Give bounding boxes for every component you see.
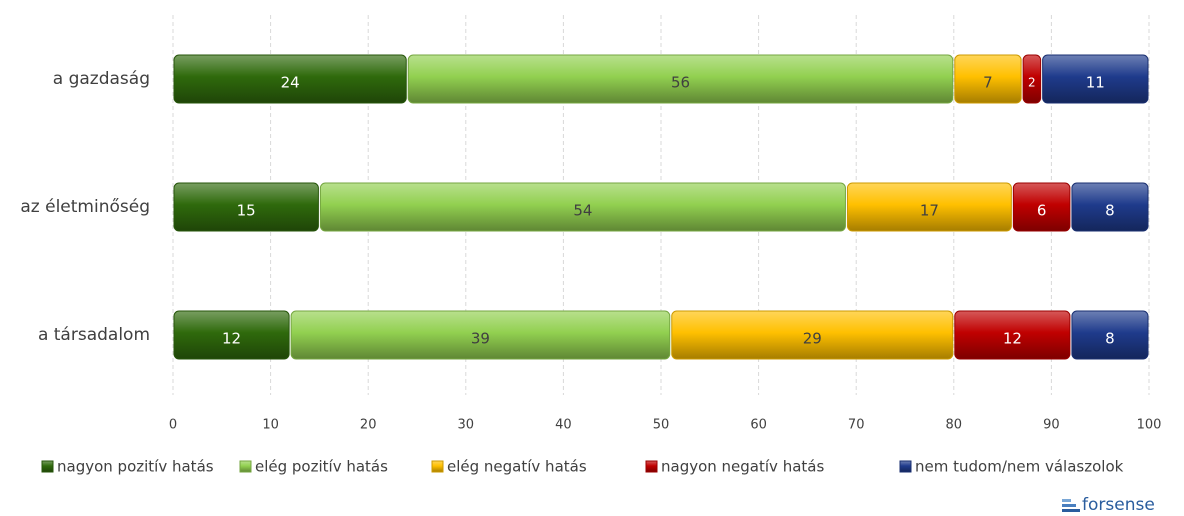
bar-segment xyxy=(1071,182,1149,232)
legend-marker xyxy=(645,460,658,473)
bar-segment xyxy=(954,310,1071,360)
legend-marker xyxy=(41,460,54,473)
data-label: 29 xyxy=(803,330,822,348)
data-label: 56 xyxy=(671,74,690,92)
bar-segment xyxy=(407,54,954,104)
legend-label: nagyon negatív hatás xyxy=(661,458,824,476)
data-label: 12 xyxy=(1003,330,1022,348)
y-tick-label: a társadalom xyxy=(38,325,150,345)
logo-text: forsense xyxy=(1082,495,1155,515)
x-tick-label: 100 xyxy=(1137,418,1162,433)
bar-segment xyxy=(1071,310,1149,360)
bar-segment xyxy=(1012,182,1071,232)
y-tick-label: az életminőség xyxy=(20,197,150,217)
logo: forsense xyxy=(1062,495,1155,515)
legend-label: nem tudom/nem válaszolok xyxy=(915,458,1124,476)
x-tick-label: 20 xyxy=(360,418,377,433)
data-label: 39 xyxy=(471,330,490,348)
logo-icon xyxy=(1062,504,1076,507)
x-tick-label: 60 xyxy=(750,418,767,433)
logo-icon xyxy=(1062,499,1071,502)
bar-segment xyxy=(290,310,671,360)
legend-marker xyxy=(899,460,912,473)
bar-segment xyxy=(1042,54,1149,104)
legend-marker xyxy=(239,460,252,473)
x-tick-label: 70 xyxy=(848,418,865,433)
data-label: 7 xyxy=(983,74,993,92)
legend-label: nagyon pozitív hatás xyxy=(57,458,214,476)
data-label: 11 xyxy=(1086,74,1105,92)
data-label: 2 xyxy=(1028,76,1036,90)
bar-segment xyxy=(1022,54,1042,104)
bar-segment xyxy=(319,182,846,232)
x-tick-label: 50 xyxy=(653,418,670,433)
bar-segment xyxy=(173,310,290,360)
x-tick-label: 40 xyxy=(555,418,572,433)
x-tick-label: 30 xyxy=(458,418,475,433)
x-tick-label: 90 xyxy=(1043,418,1060,433)
y-tick-label: a gazdaság xyxy=(53,69,150,89)
bar-segment xyxy=(846,182,1012,232)
bar-segment xyxy=(954,54,1022,104)
legend-label: elég negatív hatás xyxy=(447,458,587,476)
logo-icon xyxy=(1062,509,1080,512)
data-label: 12 xyxy=(222,330,241,348)
data-label: 8 xyxy=(1105,202,1115,220)
data-label: 6 xyxy=(1037,202,1047,220)
x-tick-label: 80 xyxy=(946,418,963,433)
legend-marker xyxy=(431,460,444,473)
data-label: 24 xyxy=(281,74,300,92)
data-label: 8 xyxy=(1105,330,1115,348)
data-label: 54 xyxy=(573,202,592,220)
legend-label: elég pozitív hatás xyxy=(255,458,388,476)
x-tick-label: 0 xyxy=(169,418,177,433)
bar-segment xyxy=(173,54,407,104)
bar-segment xyxy=(173,182,319,232)
x-tick-label: 10 xyxy=(262,418,279,433)
bar-segment xyxy=(671,310,954,360)
data-label: 15 xyxy=(237,202,256,220)
data-label: 17 xyxy=(920,202,939,220)
